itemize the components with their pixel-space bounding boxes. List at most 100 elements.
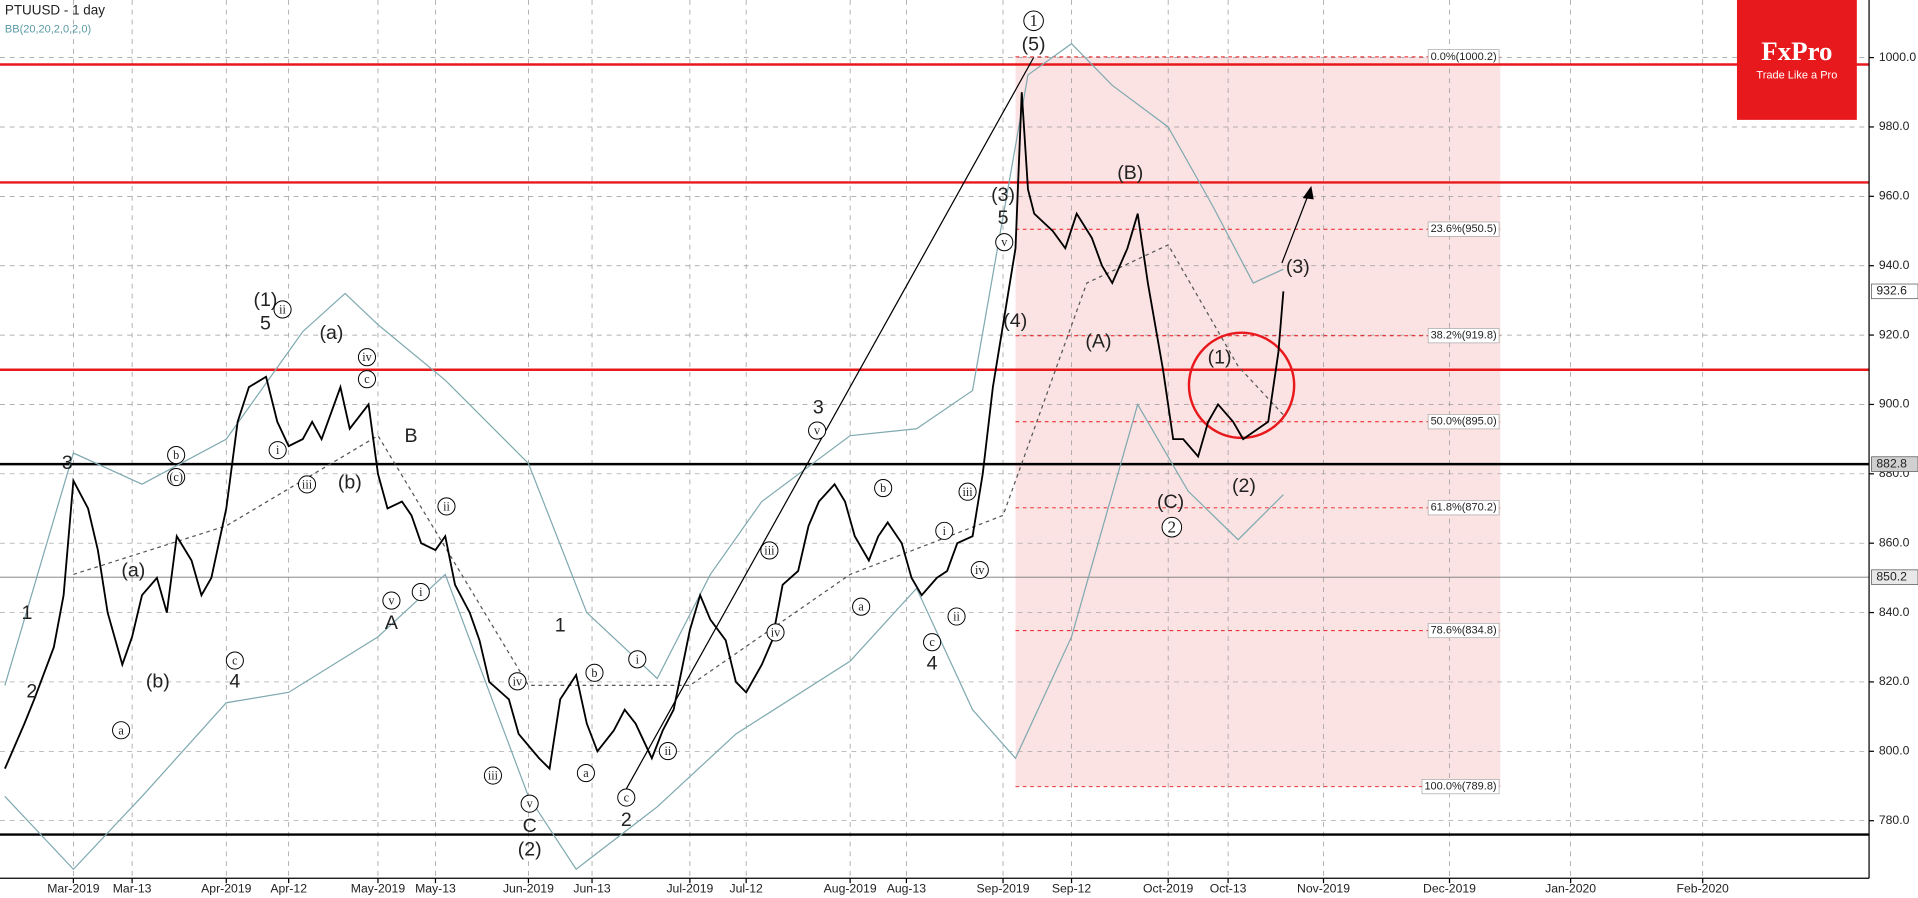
wave-circle [411, 582, 430, 602]
wave-label: iv [513, 674, 523, 688]
wave-label: ii [664, 744, 671, 758]
wave-label: i [419, 585, 423, 599]
y-tick-label: 900.0 [1879, 397, 1910, 411]
x-tick-label: May-2019 [351, 882, 406, 896]
wave-label: (3) [1286, 256, 1310, 278]
wave-label: (a) [320, 322, 344, 344]
wave-label: c [364, 372, 370, 386]
forecast-arrow [1281, 193, 1310, 264]
y-tick-label: 860.0 [1879, 535, 1910, 549]
wave-label: c [624, 791, 630, 805]
wave-label: 3 [813, 397, 824, 419]
fib-label: 100.0%(789.8) [1424, 781, 1496, 793]
wave-label: B [404, 425, 417, 447]
y-tick-label: 800.0 [1879, 744, 1910, 758]
logo-box [1736, 0, 1857, 120]
x-tick-label: Mar-2019 [47, 882, 99, 896]
wave-label: iii [488, 769, 499, 783]
wave-circle [437, 497, 456, 516]
y-tick-label: 1000.0 [1879, 50, 1917, 64]
x-tick-label: Apr-2019 [201, 882, 251, 896]
wave-label: b [591, 666, 597, 680]
bollinger-upper [4, 42, 1284, 686]
wave-circle [628, 650, 647, 669]
x-tick-label: Sep-12 [1052, 882, 1092, 896]
plot-area: 0.0%(1000.2) 23.6%(950.5) 38.2%(919.8) 50.0… [0, 0, 1870, 879]
wave-label: b [173, 448, 179, 462]
wave-circle [935, 521, 954, 540]
y-tick-label: 840.0 [1879, 605, 1910, 619]
wave-circle [970, 560, 989, 580]
wave-label: 1 [555, 614, 566, 636]
wave-circle [268, 441, 287, 460]
x-tick-label: Jul-2019 [666, 882, 713, 896]
wave-label: a [118, 723, 124, 737]
wave-circle [357, 370, 377, 389]
wave-label: i [943, 524, 947, 538]
x-tick-label: Aug-2019 [824, 882, 877, 896]
fib-label: 78.6%(834.8) [1431, 625, 1497, 637]
wave-circle [483, 766, 503, 785]
wave-label: v [527, 797, 534, 811]
x-tick-label: Aug-13 [887, 882, 927, 896]
wave-label: 2 [621, 809, 632, 831]
y-tick-label: 920.0 [1879, 327, 1910, 341]
wave-label: (b) [146, 671, 170, 693]
wave-circle [225, 651, 244, 670]
wave-label: ii [953, 610, 960, 624]
indicator-label: BB(20,20,2,0,2,0) [5, 23, 91, 35]
wave-circle [167, 468, 186, 487]
wave-label: iii [764, 543, 775, 557]
price-badge-label: 882.8 [1876, 456, 1907, 470]
wave-label: 2 [1168, 517, 1177, 536]
x-tick-label: Sep-2019 [977, 882, 1030, 896]
wave-circle [585, 663, 604, 682]
x-tick-label: Jun-13 [573, 882, 611, 896]
wave-label: iv [975, 563, 985, 577]
wave-label: v [814, 424, 821, 438]
x-tick-label: Jun-2019 [503, 882, 554, 896]
wave-label: A [385, 612, 399, 634]
y-tick-label: 960.0 [1879, 189, 1910, 203]
x-tick-label: Oct-13 [1210, 882, 1247, 896]
wave-label: a [583, 766, 589, 780]
wave-label: i [276, 443, 280, 457]
fib-label: 23.6%(950.5) [1431, 223, 1497, 235]
fib-label: 38.2%(919.8) [1431, 330, 1497, 342]
wave-circle [658, 741, 677, 761]
fib-label-box [1427, 622, 1500, 639]
wave-label: C [523, 815, 537, 837]
wave-label: (2) [1232, 475, 1256, 497]
x-tick-label: Dec-2019 [1423, 882, 1476, 896]
wave-label: (2) [518, 838, 542, 860]
fib-label-box [1427, 328, 1500, 344]
wave-label: (b) [338, 471, 362, 493]
wave-circle [1161, 516, 1183, 538]
wave-label: 4 [927, 652, 938, 674]
wave-label: (5) [1022, 33, 1046, 55]
wave-label: (a) [121, 559, 145, 581]
logo-name: FxPro [1761, 36, 1832, 66]
wave-label: (4) [1003, 310, 1027, 332]
fib-label-box [1421, 779, 1500, 795]
wave-circle [852, 597, 871, 616]
wave-label: iv [771, 625, 781, 639]
wave-circle [958, 482, 977, 501]
x-tick-label: Oct-2019 [1143, 882, 1193, 896]
wave-circle [382, 591, 401, 610]
wave-label: 4 [229, 671, 240, 693]
wave-label: (1) [1208, 347, 1232, 369]
wave-label: 5 [998, 207, 1009, 229]
wave-label: c [232, 654, 238, 668]
bollinger-lower [4, 402, 1284, 871]
logo-slogan: Trade Like a Pro [1756, 70, 1837, 82]
wave-label: ii [443, 499, 450, 513]
wave-label: b [880, 481, 886, 495]
price-line [4, 92, 1285, 771]
price-badge-label: 932.6 [1876, 284, 1907, 298]
wave-circle [995, 233, 1014, 252]
y-tick-label: 820.0 [1879, 674, 1910, 688]
wave-label: iv [362, 350, 372, 364]
